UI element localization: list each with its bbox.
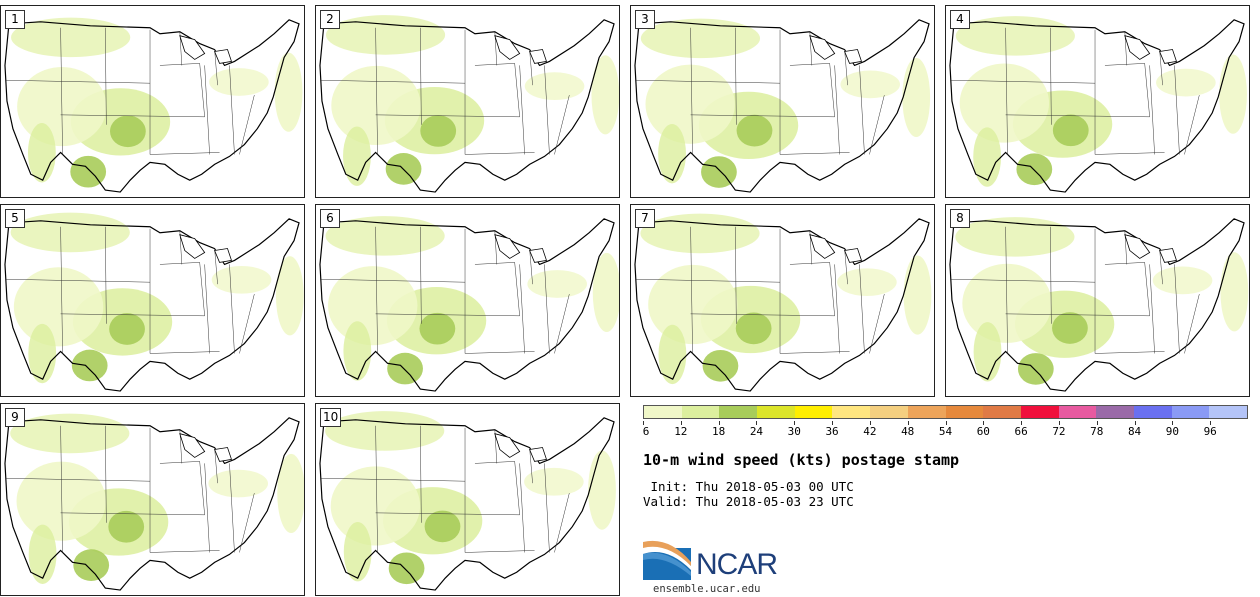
member-number-label: 4 [950, 10, 970, 29]
ensemble-member-map: 4 [945, 5, 1250, 198]
us-map-icon [634, 18, 931, 193]
colorbar-bin-0 [644, 406, 682, 418]
member-number-label: 1 [5, 10, 25, 29]
colorbar-tick-label: 48 [901, 425, 915, 438]
colorbar-tick-label: 78 [1090, 425, 1104, 438]
ncar-logo-icon [643, 540, 691, 580]
colorbar-tick-mark [907, 421, 909, 425]
colorbar-tick-mark [869, 421, 871, 425]
colorbar-bin-5 [832, 406, 871, 418]
us-map-icon [634, 213, 932, 392]
ensemble-member-map: 1 [0, 5, 305, 198]
ensemble-member-map: 10 [315, 403, 620, 596]
ensemble-member-map: 8 [945, 204, 1250, 397]
colorbar-tick-label: 72 [1052, 425, 1066, 438]
member-number-label: 5 [5, 209, 25, 228]
colorbar-bin-2 [719, 406, 758, 418]
ensemble-member-map: 3 [630, 5, 935, 198]
colorbar-bin-1 [681, 406, 720, 418]
colorbar-tick-label: 42 [863, 425, 877, 438]
colorbar-tick-mark [832, 421, 834, 425]
member-number-label: 9 [5, 408, 25, 427]
member-number-label: 8 [950, 209, 970, 228]
colorbar-tick-label: 12 [674, 425, 688, 438]
plot-title: 10-m wind speed (kts) postage stamp [643, 451, 960, 469]
colorbar-tick-label: 6 [642, 425, 650, 438]
us-map-icon [4, 17, 303, 193]
init-time: Init: Thu 2018-05-03 00 UTC [643, 479, 854, 494]
valid-time: Valid: Thu 2018-05-03 23 UTC [643, 494, 854, 509]
ncar-logo-text: NCAR [696, 548, 778, 581]
colorbar-tick-mark [1021, 421, 1023, 425]
colorbar-bin-4 [794, 406, 833, 418]
colorbar-bin-15 [1209, 406, 1247, 418]
member-number-label: 10 [320, 408, 342, 427]
member-number-label: 6 [320, 209, 340, 228]
colorbar-bin-12 [1096, 406, 1134, 418]
colorbar-tick-label: 60 [976, 425, 990, 438]
colorbar-tick-label: 24 [749, 425, 764, 438]
us-map-icon [4, 212, 304, 392]
colorbar-tick-mark [1172, 421, 1174, 425]
colorbar-tick-mark [983, 421, 985, 425]
colorbar-tick-mark [680, 421, 682, 425]
ensemble-member-map: 7 [630, 204, 935, 397]
us-map-icon [949, 217, 1249, 392]
ensemble-member-map: 9 [0, 403, 305, 596]
us-map-icon [319, 15, 619, 193]
colorbar-bin-9 [983, 406, 1021, 418]
us-map-icon [319, 411, 616, 591]
colorbar-tick-label: 84 [1127, 425, 1142, 438]
member-number-label: 2 [320, 10, 340, 29]
colorbar-tick-mark [1058, 421, 1060, 425]
colorbar-tick-label: 18 [712, 425, 726, 438]
colorbar-bin-6 [870, 406, 908, 418]
us-map-icon [949, 16, 1247, 193]
member-number-label: 7 [635, 209, 655, 228]
ensemble-member-map: 5 [0, 204, 305, 397]
colorbar-bin-14 [1171, 406, 1210, 418]
colorbar-tick-mark [1096, 421, 1098, 425]
colorbar-bin-11 [1058, 406, 1097, 418]
wind-speed-colorbar [643, 405, 1248, 419]
colorbar-tick-mark [945, 421, 947, 425]
ensemble-member-map: 6 [315, 204, 620, 397]
colorbar-bin-8 [945, 406, 984, 418]
colorbar-ticks: 6 12 18 24 30 36 42 48 54 60 66 72 78 84 90 96 [643, 421, 1248, 441]
colorbar-tick-mark [718, 421, 720, 425]
colorbar-bin-3 [757, 406, 795, 418]
colorbar-tick-label: 54 [938, 425, 953, 438]
colorbar-tick-label: 96 [1203, 425, 1217, 438]
colorbar-bin-13 [1133, 406, 1172, 418]
colorbar-tick-label: 30 [787, 425, 801, 438]
member-number-label: 3 [635, 10, 655, 29]
colorbar-tick-label: 66 [1014, 425, 1028, 438]
ensemble-url: ensemble.ucar.edu [653, 583, 761, 595]
ensemble-member-map: 2 [315, 5, 620, 198]
colorbar-tick-mark [1210, 421, 1212, 425]
colorbar-tick-label: 90 [1165, 425, 1179, 438]
colorbar-tick-label: 36 [825, 425, 839, 438]
colorbar-tick-mark [756, 421, 758, 425]
us-map-icon [4, 413, 304, 591]
us-map-icon [319, 216, 619, 392]
colorbar-bin-7 [907, 406, 946, 418]
colorbar-tick-mark [1134, 421, 1136, 425]
colorbar-bin-10 [1020, 406, 1059, 418]
colorbar-tick-mark [794, 421, 796, 425]
colorbar-tick-mark [643, 421, 644, 425]
